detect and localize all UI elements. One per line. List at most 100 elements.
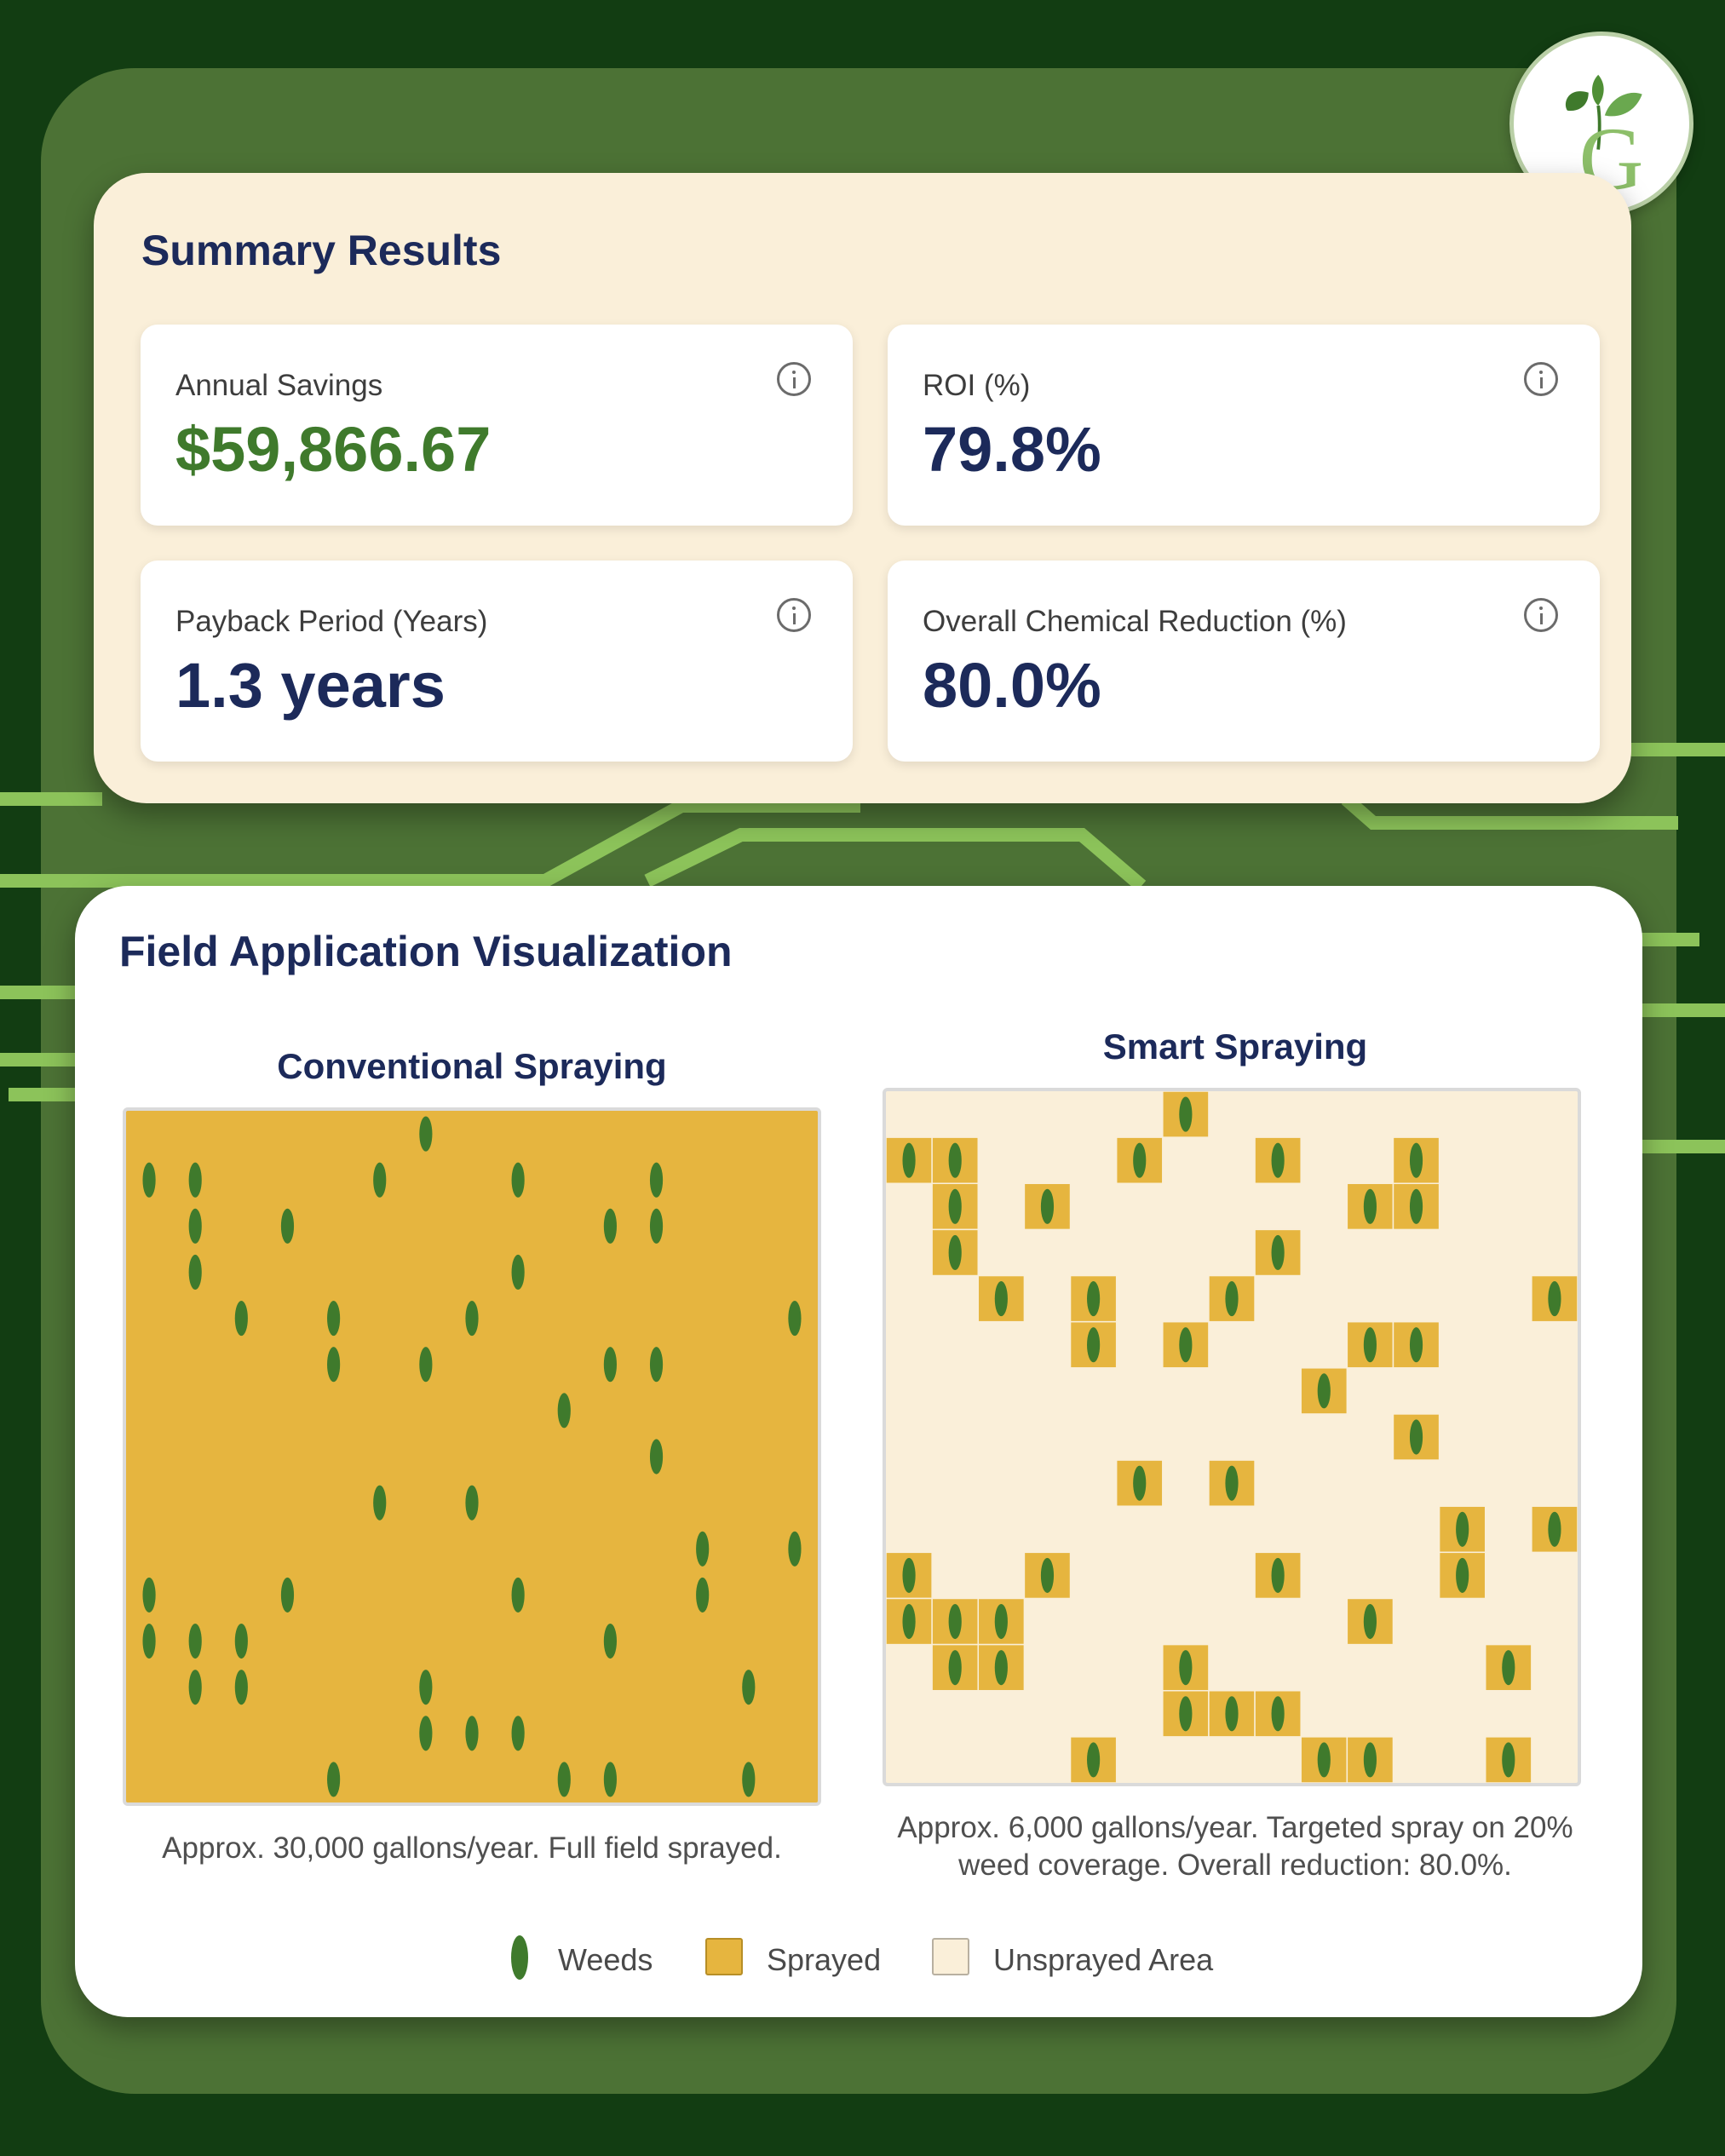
smart-field-grid	[883, 1088, 1581, 1786]
weed-marker	[327, 1301, 341, 1337]
legend-label: Weeds	[558, 1942, 653, 1977]
metric-payback-period: Payback Period (Years) 1.3 years	[141, 561, 853, 762]
weed-marker	[419, 1347, 433, 1383]
metric-value: 79.8%	[923, 414, 1101, 485]
legend: Weeds Sprayed Unsprayed Area	[75, 1932, 1642, 1983]
summary-card: Summary Results Annual Savings $59,866.6…	[94, 173, 1631, 803]
metric-label: ROI (%)	[923, 369, 1031, 402]
weed-marker	[1179, 1327, 1193, 1363]
weed-marker	[1133, 1465, 1147, 1501]
weed-marker	[1502, 1742, 1515, 1778]
weed-marker	[948, 1234, 962, 1271]
weed-marker	[742, 1670, 756, 1705]
summary-title: Summary Results	[141, 227, 502, 274]
conventional-field-svg	[142, 1116, 802, 1797]
weed-marker	[465, 1485, 479, 1521]
conventional-field-grid	[123, 1107, 821, 1806]
legend-label: Sprayed	[767, 1942, 882, 1977]
info-icon[interactable]	[777, 598, 811, 632]
weed-marker	[902, 1142, 916, 1178]
weed-marker	[511, 1254, 525, 1291]
conventional-caption: Approx. 30,000 gallons/year. Full field …	[162, 1831, 782, 1865]
metric-value: $59,866.67	[175, 414, 492, 485]
smart-caption: Approx. 6,000 gallons/year. Targeted spr…	[883, 1809, 1588, 1884]
metric-label: Payback Period (Years)	[175, 605, 488, 638]
weed-marker	[280, 1208, 295, 1244]
weed-marker	[234, 1623, 248, 1659]
weed-marker	[1179, 1096, 1193, 1132]
weed-marker	[994, 1281, 1008, 1317]
weed-marker	[948, 1188, 962, 1224]
weed-marker	[948, 1142, 962, 1178]
weed-marker	[1456, 1557, 1469, 1593]
weed-marker	[419, 1716, 433, 1751]
weed-marker	[511, 1577, 525, 1613]
weed-marker	[1363, 1742, 1377, 1778]
weed-icon	[511, 1935, 528, 1980]
weed-marker	[1040, 1557, 1055, 1593]
weed-marker	[1271, 1696, 1285, 1732]
weed-marker	[1363, 1603, 1377, 1640]
weed-marker	[1271, 1142, 1285, 1178]
weed-marker	[994, 1603, 1008, 1640]
weed-marker	[142, 1577, 156, 1613]
weed-marker	[188, 1162, 202, 1198]
visualization-title: Field Application Visualization	[119, 928, 733, 975]
smart-title: Smart Spraying	[1102, 1026, 1368, 1067]
weed-marker	[1409, 1419, 1423, 1455]
metric-label: Annual Savings	[175, 369, 383, 402]
weed-marker	[557, 1393, 571, 1429]
weed-marker	[465, 1301, 479, 1337]
weed-marker	[1317, 1373, 1331, 1409]
weed-marker	[1409, 1188, 1423, 1224]
legend-label: Unsprayed Area	[993, 1942, 1214, 1977]
metric-roi: ROI (%) 79.8%	[888, 325, 1600, 526]
weed-marker	[603, 1762, 617, 1797]
weed-marker	[994, 1650, 1008, 1686]
weed-marker	[1548, 1281, 1561, 1317]
smart-caption-line: Approx. 6,000 gallons/year. Targeted spr…	[897, 1811, 1573, 1844]
weed-marker	[1548, 1511, 1561, 1547]
weed-marker	[327, 1762, 341, 1797]
weed-marker	[1040, 1188, 1055, 1224]
weed-marker	[511, 1162, 525, 1198]
weed-marker	[557, 1762, 571, 1797]
conventional-title: Conventional Spraying	[277, 1046, 667, 1086]
weed-marker	[696, 1577, 710, 1613]
weed-marker	[649, 1162, 664, 1198]
weed-marker	[373, 1485, 387, 1521]
metric-value: 80.0%	[923, 650, 1101, 721]
weed-marker	[419, 1116, 433, 1152]
weed-marker	[373, 1162, 387, 1198]
info-icon[interactable]	[777, 362, 811, 396]
weed-marker	[902, 1557, 916, 1593]
info-icon[interactable]	[1524, 598, 1558, 632]
weed-marker	[603, 1347, 617, 1383]
weed-marker	[948, 1650, 962, 1686]
info-icon[interactable]	[1524, 362, 1558, 396]
weed-marker	[188, 1623, 202, 1659]
weed-marker	[1179, 1696, 1193, 1732]
weed-marker	[1271, 1234, 1285, 1271]
weed-marker	[419, 1670, 433, 1705]
weed-marker	[902, 1603, 916, 1640]
leaf-icon	[1591, 74, 1604, 106]
weed-marker	[1087, 1281, 1101, 1317]
weed-marker	[188, 1670, 202, 1705]
weed-marker	[603, 1623, 617, 1659]
weed-marker	[649, 1439, 664, 1475]
weed-marker	[788, 1301, 802, 1337]
weed-marker	[234, 1670, 248, 1705]
weed-marker	[1409, 1327, 1423, 1363]
weed-marker	[465, 1716, 479, 1751]
weed-marker	[1317, 1742, 1331, 1778]
weed-marker	[649, 1347, 664, 1383]
weed-marker	[188, 1208, 202, 1244]
weed-marker	[1456, 1511, 1469, 1547]
leaf-icon	[1604, 92, 1642, 117]
weed-marker	[948, 1603, 962, 1640]
weed-marker	[1225, 1465, 1239, 1501]
weed-marker	[1409, 1142, 1423, 1178]
metric-chemical-reduction: Overall Chemical Reduction (%) 80.0%	[888, 561, 1600, 762]
